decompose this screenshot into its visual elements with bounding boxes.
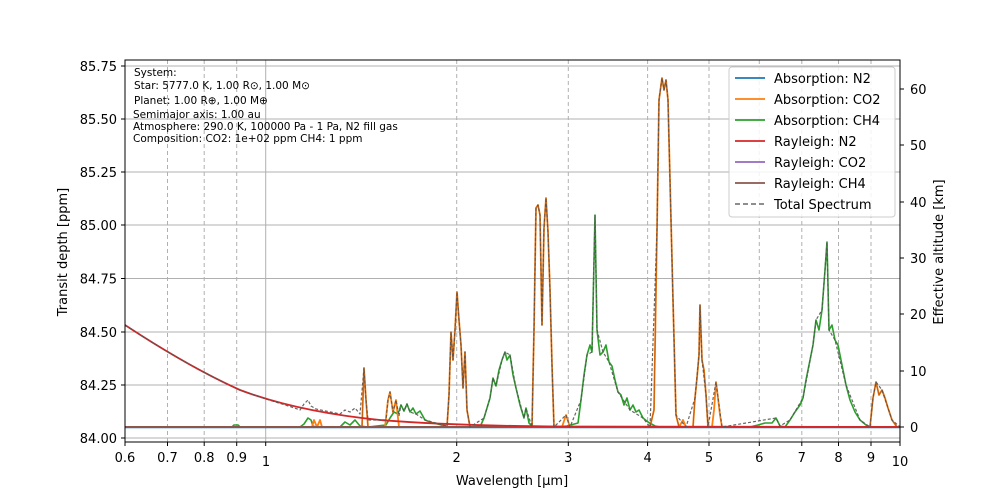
x-tick: 10 bbox=[892, 455, 909, 470]
x-tick: 6 bbox=[755, 451, 763, 466]
legend-label: Absorption: CO2 bbox=[774, 93, 880, 108]
y-left-tick: 84.75 bbox=[80, 273, 117, 288]
x-tick-labels: 0.6 0.7 0.8 0.9 1 2 3 4 5 6 7 8 9 10 bbox=[115, 451, 909, 470]
y-left-tick-labels: 84.00 84.25 84.50 84.75 85.00 85.25 85.5… bbox=[80, 60, 117, 447]
x-tick: 4 bbox=[643, 451, 651, 466]
y-right-tick: 40 bbox=[910, 196, 927, 211]
y-right-tick-labels: 0 10 20 30 40 50 60 bbox=[910, 83, 927, 436]
x-tick: 2 bbox=[453, 451, 461, 466]
y-right-tick: 30 bbox=[910, 252, 927, 267]
info-semimajor-axis: Semimajor axis: 1.00 au bbox=[133, 109, 261, 121]
y-grid bbox=[125, 65, 900, 439]
info-system: System: bbox=[134, 67, 177, 79]
y-left-axis-label: Transit depth [ppm] bbox=[56, 188, 71, 317]
legend-label: Rayleigh: CO2 bbox=[774, 156, 866, 171]
x-tick: 1 bbox=[262, 455, 270, 470]
y-left-ticks bbox=[121, 65, 125, 439]
y-right-tick: 10 bbox=[910, 365, 927, 380]
legend-item-absorption-co2: Absorption: CO2 bbox=[735, 93, 880, 108]
y-left-tick: 85.00 bbox=[80, 219, 117, 234]
x-ticks bbox=[124, 442, 901, 446]
info-box: System: Star: 5777.0 K, 1.00 R⊙, 1.00 M⊙… bbox=[133, 67, 398, 145]
legend-item-absorption-ch4: Absorption: CH4 bbox=[735, 114, 880, 129]
x-tick: 0.7 bbox=[157, 451, 178, 466]
info-atmosphere: Atmosphere: 290.0 K, 100000 Pa - 1 Pa, N… bbox=[133, 121, 398, 133]
y-left-tick: 84.50 bbox=[80, 326, 117, 341]
y-right-tick: 50 bbox=[910, 139, 927, 154]
x-tick: 0.8 bbox=[194, 451, 215, 466]
x-tick: 8 bbox=[834, 451, 842, 466]
series-absorption-ch4 bbox=[125, 214, 900, 428]
legend-label: Absorption: N2 bbox=[774, 72, 871, 87]
y-right-tick: 20 bbox=[910, 308, 927, 323]
x-tick: 7 bbox=[798, 451, 806, 466]
x-tick: 0.9 bbox=[226, 451, 247, 466]
legend-item-absorption-n2: Absorption: N2 bbox=[735, 72, 871, 87]
legend-label: Rayleigh: CH4 bbox=[774, 177, 866, 192]
y-left-tick: 85.50 bbox=[80, 113, 117, 128]
legend-label: Total Spectrum bbox=[773, 198, 872, 213]
legend: Absorption: N2 Absorption: CO2 Absorptio… bbox=[728, 66, 896, 218]
y-right-tick: 0 bbox=[910, 421, 918, 436]
y-right-ticks bbox=[900, 88, 904, 428]
info-composition: Composition: CO2: 1e+02 ppm CH4: 1 ppm bbox=[133, 133, 363, 145]
legend-item-rayleigh-ch4: Rayleigh: CH4 bbox=[735, 177, 866, 192]
plot-lines bbox=[124, 77, 901, 429]
y-left-tick: 84.25 bbox=[80, 379, 117, 394]
y-right-tick: 60 bbox=[910, 83, 927, 98]
y-left-tick: 85.25 bbox=[80, 166, 117, 181]
legend-label: Rayleigh: N2 bbox=[774, 135, 857, 150]
series-total-spectrum bbox=[124, 77, 901, 428]
info-planet: Planet: 1.00 R⊕, 1.00 M⊕ bbox=[134, 95, 268, 107]
x-tick: 3 bbox=[564, 451, 572, 466]
info-star: Star: 5777.0 K, 1.00 R⊙, 1.00 M⊙ bbox=[134, 80, 310, 92]
y-left-tick: 85.75 bbox=[80, 60, 117, 75]
x-axis-label: Wavelength [μm] bbox=[456, 474, 568, 489]
axes-frame bbox=[124, 59, 901, 443]
y-right-axis-label: Effective altitude [km] bbox=[932, 179, 947, 324]
x-tick: 5 bbox=[705, 451, 713, 466]
legend-item-rayleigh-co2: Rayleigh: CO2 bbox=[735, 156, 866, 171]
x-tick: 0.6 bbox=[115, 451, 136, 466]
legend-label: Absorption: CH4 bbox=[774, 114, 880, 129]
y-left-tick: 84.00 bbox=[80, 432, 117, 447]
legend-item-total-spectrum: Total Spectrum bbox=[735, 198, 872, 213]
x-tick: 9 bbox=[867, 451, 875, 466]
legend-item-rayleigh-n2: Rayleigh: N2 bbox=[735, 135, 857, 150]
